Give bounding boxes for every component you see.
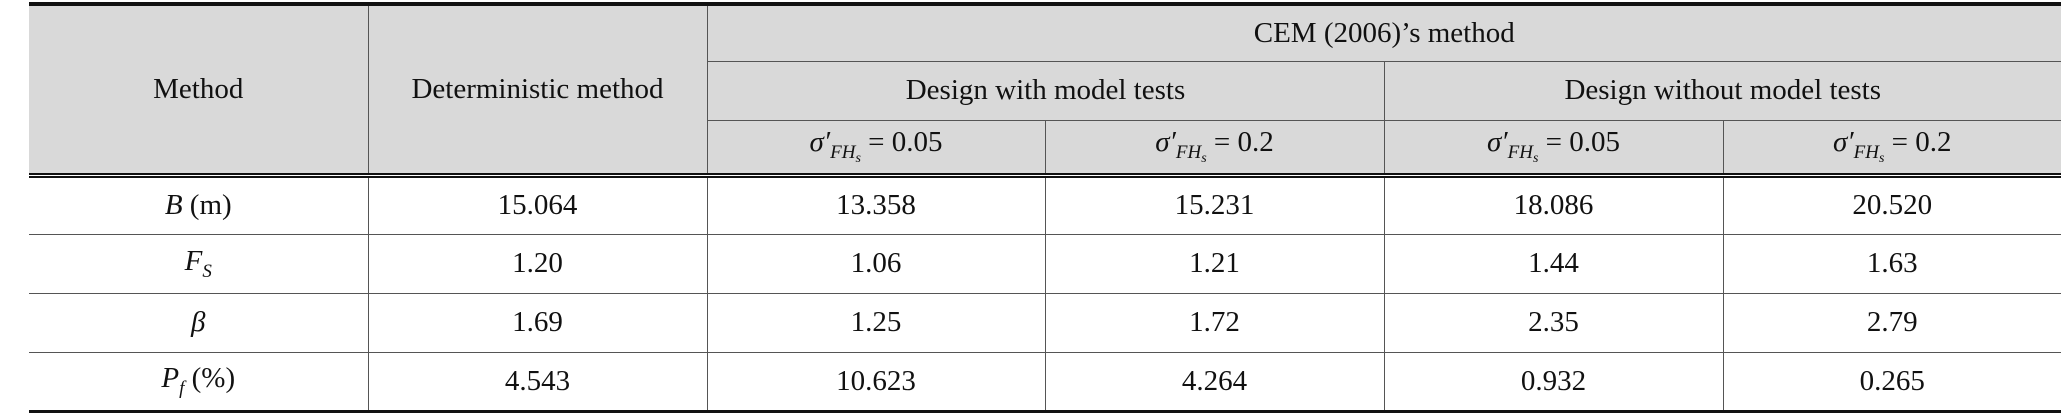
sub-subscript-text: s: [855, 151, 861, 166]
subscript-text: FH: [1853, 142, 1879, 163]
value-cell: 4.264: [1044, 351, 1385, 412]
value-cell: 1.21: [1044, 233, 1385, 294]
header-cell: Method: [29, 3, 369, 178]
subscript-text: f: [179, 378, 185, 399]
subscript: FHs: [1853, 142, 1885, 166]
subscript-text: S: [202, 260, 212, 282]
subscript-text: FH: [1175, 142, 1202, 163]
subscript: FHs: [1507, 142, 1539, 166]
header-cell: Design without model tests: [1383, 60, 2061, 121]
value-cell: 4.543: [367, 351, 708, 412]
subscript: FHs: [830, 142, 861, 166]
table-row: B (m) 15.064 13.358 15.231 18.086 20.520: [29, 174, 2061, 235]
symbol: σ′: [1155, 126, 1176, 158]
case-value: = 0.2: [1213, 126, 1274, 158]
header-cell: Deterministic method: [367, 3, 708, 178]
value-cell: 0.265: [1722, 351, 2061, 412]
subscript: f: [179, 378, 184, 399]
value-cell: 2.35: [1383, 292, 1724, 353]
symbol: F: [184, 244, 203, 277]
sub-subscript: s: [1879, 151, 1884, 166]
case-header: σ′FHs = 0.2: [1722, 119, 2061, 178]
case-header: σ′FHs = 0.05: [707, 119, 1046, 178]
results-table: Method Deterministic method CEM (2006)’s…: [29, 2, 2061, 413]
symbol: σ′: [1486, 126, 1508, 158]
symbol: σ′: [809, 126, 831, 158]
symbol: B: [164, 189, 183, 221]
case-header: σ′FHs = 0.2: [1044, 119, 1385, 178]
value-cell: 15.231: [1044, 174, 1385, 235]
table-row: Pf (%) 4.543 10.623 4.264 0.932 0.265: [29, 351, 2061, 412]
case-header: σ′FHs = 0.05: [1383, 119, 1724, 178]
value-cell: 1.06: [706, 233, 1046, 294]
header-cell: CEM (2006)’s method: [706, 3, 2061, 62]
value-cell: 10.623: [706, 351, 1046, 412]
value-cell: 13.358: [706, 174, 1046, 235]
case-value: = 0.05: [868, 126, 943, 158]
symbol: σ′: [1832, 126, 1854, 158]
sub-subscript-text: s: [1201, 151, 1207, 166]
row-label: Pf (%): [29, 351, 369, 412]
unit: (m): [189, 189, 232, 221]
subscript: FHs: [1175, 142, 1207, 166]
table-row: β 1.69 1.25 1.72 2.35 2.79: [29, 292, 2061, 353]
value-cell: 1.44: [1383, 233, 1724, 294]
row-label: B (m): [29, 174, 369, 235]
value-cell: 1.25: [706, 292, 1046, 353]
value-cell: 15.064: [367, 174, 708, 235]
symbol: β: [191, 306, 206, 338]
unit: (%): [191, 362, 236, 394]
row-label: FS: [29, 233, 369, 294]
symbol: P: [161, 362, 180, 394]
sub-subscript-text: s: [1878, 151, 1885, 166]
subscript-text: FH: [1507, 142, 1533, 163]
sub-subscript: s: [1533, 151, 1538, 166]
value-cell: 18.086: [1383, 174, 1724, 235]
case-value: = 0.05: [1545, 126, 1621, 158]
subscript-text: FH: [830, 142, 856, 163]
value-cell: 1.63: [1722, 233, 2061, 294]
sub-subscript: s: [1201, 151, 1206, 166]
table-row: FS 1.20 1.06 1.21 1.44 1.63: [29, 233, 2061, 294]
value-cell: 20.520: [1722, 174, 2061, 235]
value-cell: 0.932: [1383, 351, 1724, 412]
header-cell: Design with model tests: [707, 60, 1385, 121]
row-label: β: [29, 292, 369, 353]
sub-subscript-text: s: [1532, 151, 1539, 166]
value-cell: 1.69: [367, 292, 708, 353]
value-cell: 1.20: [367, 233, 708, 294]
value-cell: 2.79: [1722, 292, 2061, 353]
case-value: = 0.2: [1891, 126, 1952, 158]
value-cell: 1.72: [1044, 292, 1385, 353]
subscript: S: [202, 261, 212, 282]
sub-subscript: s: [855, 151, 860, 166]
